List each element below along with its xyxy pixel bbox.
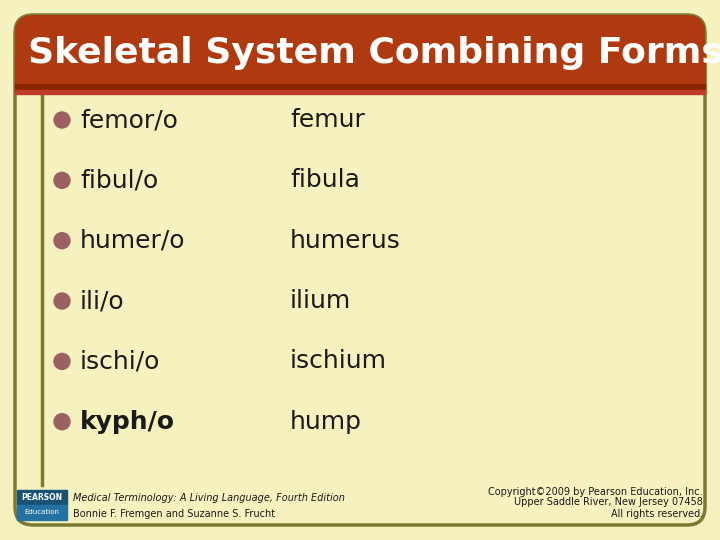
Text: Education: Education (24, 510, 60, 516)
Text: humer/o: humer/o (80, 228, 186, 253)
FancyBboxPatch shape (15, 15, 705, 90)
Text: Skeletal System Combining Forms: Skeletal System Combining Forms (28, 36, 720, 70)
Text: kyph/o: kyph/o (80, 410, 175, 434)
Circle shape (54, 293, 70, 309)
Text: ischi/o: ischi/o (80, 349, 161, 373)
Text: PEARSON: PEARSON (22, 493, 63, 502)
Text: Upper Saddle River, New Jersey 07458: Upper Saddle River, New Jersey 07458 (514, 497, 703, 507)
Text: ilium: ilium (290, 289, 351, 313)
Text: hump: hump (290, 410, 362, 434)
Text: femur: femur (290, 108, 365, 132)
Text: humerus: humerus (290, 228, 401, 253)
Bar (17, 505, 67, 520)
Bar (15, 53, 705, 90)
Circle shape (54, 172, 70, 188)
Circle shape (54, 414, 70, 430)
Bar (15, 90, 705, 94)
Circle shape (54, 112, 70, 128)
Text: fibul/o: fibul/o (80, 168, 158, 192)
Text: femor/o: femor/o (80, 108, 178, 132)
Text: All rights reserved.: All rights reserved. (611, 509, 703, 519)
Text: ili/o: ili/o (80, 289, 125, 313)
Text: Copyright©2009 by Pearson Education, Inc.: Copyright©2009 by Pearson Education, Inc… (488, 487, 703, 497)
Text: Bonnie F. Fremgen and Suzanne S. Frucht: Bonnie F. Fremgen and Suzanne S. Frucht (73, 509, 275, 519)
Circle shape (54, 233, 70, 249)
Text: fibula: fibula (290, 168, 360, 192)
Bar (17, 490, 67, 505)
Text: ischium: ischium (290, 349, 387, 373)
Text: Medical Terminology: A Living Language, Fourth Edition: Medical Terminology: A Living Language, … (73, 493, 345, 503)
Bar (15, 84, 705, 92)
FancyBboxPatch shape (15, 15, 705, 525)
Circle shape (54, 353, 70, 369)
